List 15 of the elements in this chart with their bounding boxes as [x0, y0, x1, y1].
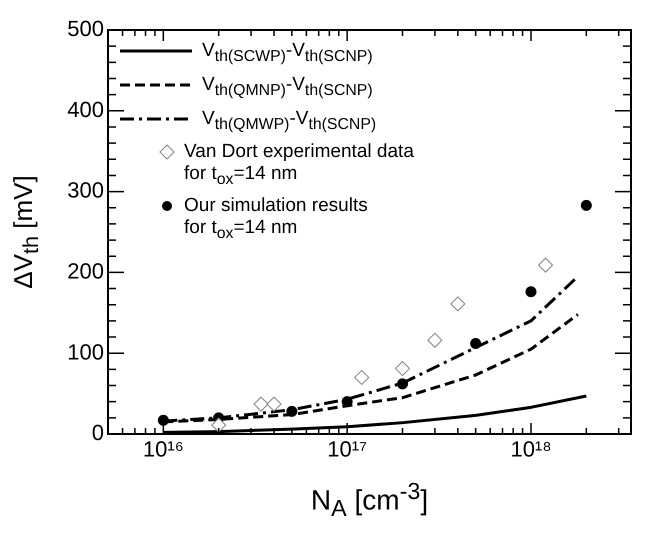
y-tick-label: 100: [67, 339, 104, 364]
legend-label: V$_{th(SCWP)}$-V$_{th(SCNP)}$: [202, 40, 373, 67]
legend-label: Our simulation results for t$_{ox}$=14 nm: [184, 195, 368, 244]
y-tick-label: 400: [67, 96, 104, 122]
x-axis-title: N$_{A}$ [cm$^{-3}$]: [310, 478, 428, 522]
y-tick-label: 0: [92, 420, 104, 446]
legend-label: V$_{th(QMNP)}$-V$_{th(SCNP)}$: [202, 74, 373, 101]
x-tick-label: 10¹⁸: [510, 436, 552, 462]
y-tick-label: 200: [67, 258, 104, 284]
legend-label: V$_{th(QMWP)}$-V$_{th(SCNP)}$: [202, 108, 376, 134]
x-tick-label: 10¹⁶: [142, 436, 184, 462]
y-tick-label: 300: [67, 178, 104, 203]
x-tick-label: 10¹⁷: [327, 436, 368, 462]
y-tick-label: 500: [67, 16, 104, 42]
legend-label: Van Dort experimental data for t$_{ox}$=14 nm: [184, 141, 414, 190]
